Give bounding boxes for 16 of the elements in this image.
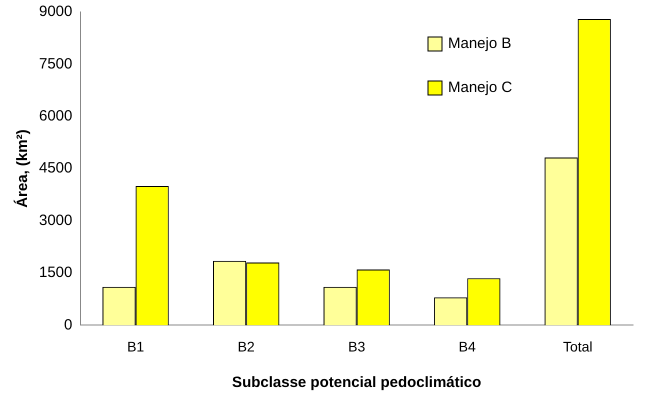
- y-tick-label: 6000: [38, 108, 72, 125]
- x-axis-title: Subclasse potencial pedoclimático: [232, 374, 482, 392]
- x-tick-label: B3: [348, 338, 366, 354]
- y-tick-label: 0: [64, 316, 72, 334]
- y-tick-label: 4500: [38, 160, 72, 177]
- y-axis-title: Área, (km²): [13, 129, 32, 208]
- x-tick-label: B4: [458, 338, 476, 354]
- y-tick-label: 9000: [38, 3, 72, 20]
- x-tick-label: Total: [562, 338, 593, 354]
- legend-label: Manejo B: [448, 35, 512, 52]
- y-tick-label: 1500: [38, 264, 72, 282]
- legend-label: Manejo C: [448, 79, 512, 96]
- y-tick-label: 3000: [38, 212, 72, 229]
- x-tick-label: B1: [127, 338, 144, 354]
- x-tick-label: B2: [238, 338, 255, 354]
- y-tick-label: 7500: [38, 55, 72, 72]
